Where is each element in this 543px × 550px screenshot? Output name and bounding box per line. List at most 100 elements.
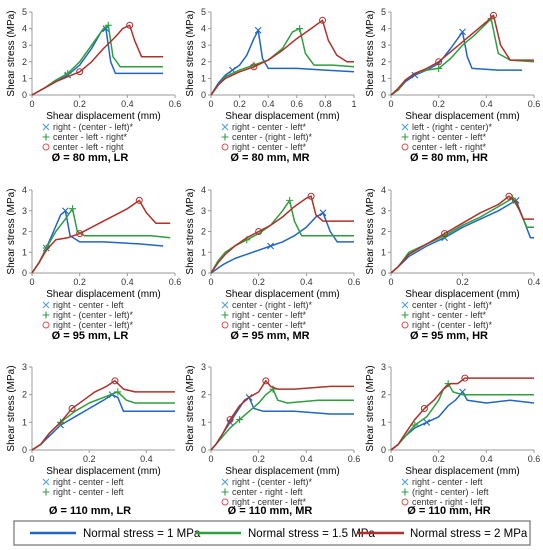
x-tick-label: 0.4 (262, 99, 275, 109)
x-tick-label: 0.2 (233, 99, 246, 109)
y-tick-label: 0 (201, 445, 206, 455)
legend-marker (42, 133, 50, 141)
x-tick-label: 0 (388, 99, 393, 109)
y-tick-label: 1 (201, 73, 206, 83)
data-point-marker (489, 11, 497, 19)
x-tick-label: 0.6 (528, 454, 541, 464)
caption-80-mr: Ø = 80 mm, MR (230, 152, 309, 164)
y-tick-label: 4 (22, 24, 27, 34)
data-point-marker (76, 68, 84, 76)
y-tick-label: 1 (201, 417, 206, 427)
chart-panel-4: 0 0.2 0.4 0.6 0 1 2 3 4 Shear displacement (mm) Sh… (6, 185, 181, 330)
legend-label: right - center - left* (232, 497, 307, 507)
data-point-marker (307, 192, 315, 200)
y-axis-label: Shear stress (MPa) (6, 188, 17, 274)
data-point-marker (104, 21, 112, 29)
legend-marker (42, 478, 50, 486)
legend-label: center - left - right* (53, 132, 128, 142)
data-point-marker (254, 26, 262, 34)
legend-label: right - (center - left)* (412, 320, 493, 330)
x-tick-label: 0.6 (169, 277, 182, 287)
legend-marker (221, 498, 229, 506)
legend-label: right - center - left* (232, 142, 307, 152)
x-tick-label: 0.8 (319, 99, 332, 109)
x-tick-label: 0.2 (252, 277, 265, 287)
data-point-marker (286, 196, 294, 204)
y-tick-label: 3 (201, 362, 206, 372)
series-line-2 (31, 24, 164, 96)
legend-label-1-5mpa: Normal stress = 1.5 MPa (248, 528, 375, 540)
legend-marker (42, 321, 50, 329)
y-axis-label: Shear stress (MPa) (185, 10, 196, 96)
x-tick-label: 0.2 (83, 454, 96, 464)
legend-marker (221, 133, 229, 141)
y-tick-label: 2 (381, 57, 386, 67)
series-line-2 (31, 207, 171, 274)
y-tick-label: 0 (381, 268, 386, 278)
legend-marker (221, 478, 229, 486)
y-tick-label: 0 (201, 268, 206, 278)
y-tick-label: 4 (201, 185, 206, 195)
x-tick-label: 0.4 (300, 277, 313, 287)
data-point-marker (226, 416, 234, 424)
legend-marker (221, 143, 229, 151)
data-point-marker (236, 416, 244, 424)
data-point-marker (411, 421, 419, 429)
y-tick-label: 5 (381, 7, 386, 17)
y-tick-label: 5 (22, 7, 27, 17)
x-tick-label: 0.2 (73, 277, 86, 287)
series-line-1 (390, 391, 535, 451)
data-point-marker (267, 242, 274, 250)
data-point-marker (319, 209, 327, 217)
chart-panel-5: 0 0.2 0.4 0.6 0 1 2 3 4 Shear displacement (mm) Sh… (185, 185, 360, 330)
x-tick-label: 0.4 (121, 99, 134, 109)
x-axis-label: Shear displacement (mm) (405, 111, 519, 122)
x-tick-label: 0.2 (432, 99, 445, 109)
y-tick-label: 3 (22, 206, 27, 216)
legend-label: right - center - left (53, 477, 124, 487)
legend-label: center - (right - left)* (412, 300, 493, 310)
y-tick-label: 0 (22, 90, 27, 100)
legend-marker (42, 123, 50, 131)
x-axis-label: Shear displacement (mm) (405, 466, 519, 477)
series-line-1 (390, 31, 523, 96)
legend-marker (401, 498, 409, 506)
legend-marker (401, 321, 409, 329)
x-tick-label: 0 (29, 99, 34, 109)
data-point-marker (435, 58, 443, 66)
caption-95-lr: Ø = 95 mm, LR (52, 330, 129, 342)
y-axis-label: Shear stress (MPa) (185, 188, 196, 274)
legend-label: right - center - left (53, 487, 124, 497)
y-tick-label: 2 (381, 227, 386, 237)
data-point-marker (114, 388, 122, 396)
x-tick-label: 0.6 (528, 99, 541, 109)
chart-panel-2: 0 0.2 0.4 0.6 0.8 1 0 1 2 3 4 5 Shear displacement (… (185, 7, 357, 152)
legend-marker (401, 301, 409, 309)
y-tick-label: 1 (381, 73, 386, 83)
bottom-legend: Normal stress = 1 MPa Normal stress = 1.… (13, 520, 531, 546)
caption-80-lr: Ø = 80 mm, LR (52, 152, 129, 164)
data-point-marker (135, 196, 143, 204)
legend-marker (401, 123, 409, 131)
data-point-marker (69, 205, 77, 213)
caption-95-mr: Ø = 95 mm, MR (230, 330, 309, 342)
series-line-2 (210, 27, 355, 96)
x-tick-label: 0.2 (73, 99, 86, 109)
series-line-1 (390, 199, 534, 274)
series-line-3 (390, 377, 534, 451)
legend-marker (221, 123, 229, 131)
series-line-2 (390, 382, 534, 451)
legend-label: center - left - right (53, 142, 124, 152)
caption-110-hr: Ø = 110 mm, HR (407, 505, 491, 517)
legend-label-2mpa: Normal stress = 2 MPa (410, 528, 528, 540)
y-tick-label: 1 (22, 247, 27, 257)
chart-panel-6: 0 0.2 0.4 0 1 2 3 4 Shear displacement (mm) Shear… (365, 185, 540, 330)
data-point-marker (441, 230, 449, 238)
data-point-marker (262, 377, 270, 385)
y-tick-label: 4 (381, 185, 386, 195)
y-tick-label: 2 (201, 57, 206, 67)
legend-label: right - (center - left)* (53, 310, 134, 320)
y-tick-label: 5 (201, 7, 206, 17)
chart-panel-7: 0 0.2 0.4 0 1 2 3 Shear displacement (mm) Shear … (6, 362, 175, 497)
